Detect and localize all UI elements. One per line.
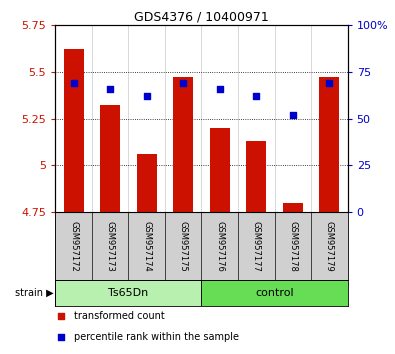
Bar [64,49,84,212]
Point [253,93,260,99]
Point [290,112,296,118]
Bar [319,77,339,212]
Bar [283,203,303,212]
Bar [201,280,348,306]
Bar [311,212,348,280]
Text: GSM957176: GSM957176 [215,221,224,272]
Point [326,80,333,86]
Point [216,86,223,91]
Bar [210,128,230,212]
Point [180,80,186,86]
Point [107,86,113,91]
Text: GSM957175: GSM957175 [179,221,188,272]
Text: GSM957179: GSM957179 [325,221,334,272]
Point [58,334,64,339]
Text: percentile rank within the sample: percentile rank within the sample [74,332,239,342]
Text: GSM957172: GSM957172 [69,221,78,272]
Text: Ts65Dn: Ts65Dn [108,288,149,298]
Bar [92,212,128,280]
Bar [137,154,157,212]
Bar [173,77,193,212]
Text: GSM957174: GSM957174 [142,221,151,272]
Point [58,313,64,319]
Text: GSM957177: GSM957177 [252,221,261,272]
Text: transformed count: transformed count [74,311,165,321]
Bar [55,280,201,306]
Bar [100,105,120,212]
Point [70,80,77,86]
Bar [128,212,165,280]
Bar [275,212,311,280]
Bar [246,141,266,212]
Text: GSM957173: GSM957173 [105,221,115,272]
Bar [165,212,201,280]
Bar [55,212,92,280]
Point [143,93,150,99]
Text: GSM957178: GSM957178 [288,221,297,272]
Text: control: control [255,288,294,298]
Text: strain ▶: strain ▶ [15,288,53,298]
Bar [201,212,238,280]
Bar [238,212,275,280]
Title: GDS4376 / 10400971: GDS4376 / 10400971 [134,11,269,24]
